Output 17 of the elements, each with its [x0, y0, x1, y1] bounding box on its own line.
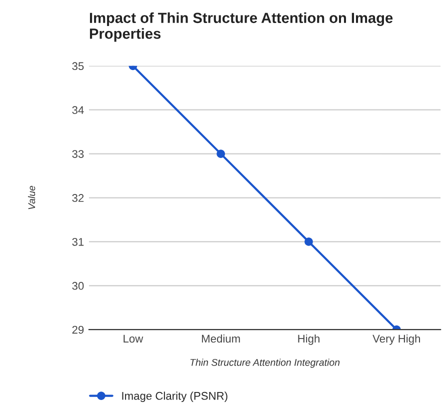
y-tick-label: 33: [72, 150, 84, 158]
y-tick-label: 29: [72, 326, 84, 334]
y-axis-title: Value: [28, 186, 36, 210]
point: [216, 150, 225, 158]
y-tick-label: 35: [72, 62, 84, 70]
y-tick-label: 31: [72, 238, 84, 246]
legend-label: Image Clarity (PSNR): [122, 392, 228, 402]
chart-title: Impact of Thin Structure Attention on Image Properties: [90, 12, 393, 42]
y-tick-label: 32: [72, 194, 84, 202]
x-tick-label: Low: [124, 334, 144, 343]
y-tick-label: 30: [72, 282, 84, 290]
point: [304, 238, 313, 246]
x-tick-label: Medium: [202, 334, 240, 343]
x-tick-label: Very High: [372, 334, 420, 345]
y-tick-label: 34: [72, 106, 84, 114]
x-axis-title: Thin Structure Attention Integration: [190, 358, 340, 368]
x-tick-label: High: [298, 334, 320, 345]
